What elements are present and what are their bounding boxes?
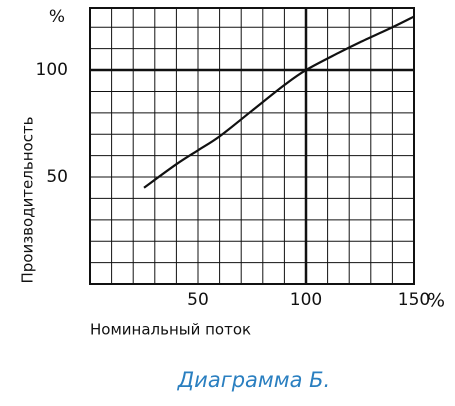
- y-unit-label: %: [49, 7, 65, 27]
- x-unit-label: %: [427, 290, 445, 312]
- caption: Диаграмма Б.: [177, 368, 330, 392]
- plot-frame: [89, 7, 415, 285]
- x-tick-label: 50: [187, 290, 209, 310]
- y-tick-label: 50: [46, 167, 68, 187]
- x-axis-label: Номинальный поток: [90, 321, 251, 339]
- y-axis-label: Производительность: [19, 116, 37, 283]
- curve: [143, 15, 415, 189]
- x-tick-label: 150: [398, 290, 430, 310]
- y-tick-label: 100: [36, 60, 68, 80]
- x-tick-label: 100: [290, 290, 322, 310]
